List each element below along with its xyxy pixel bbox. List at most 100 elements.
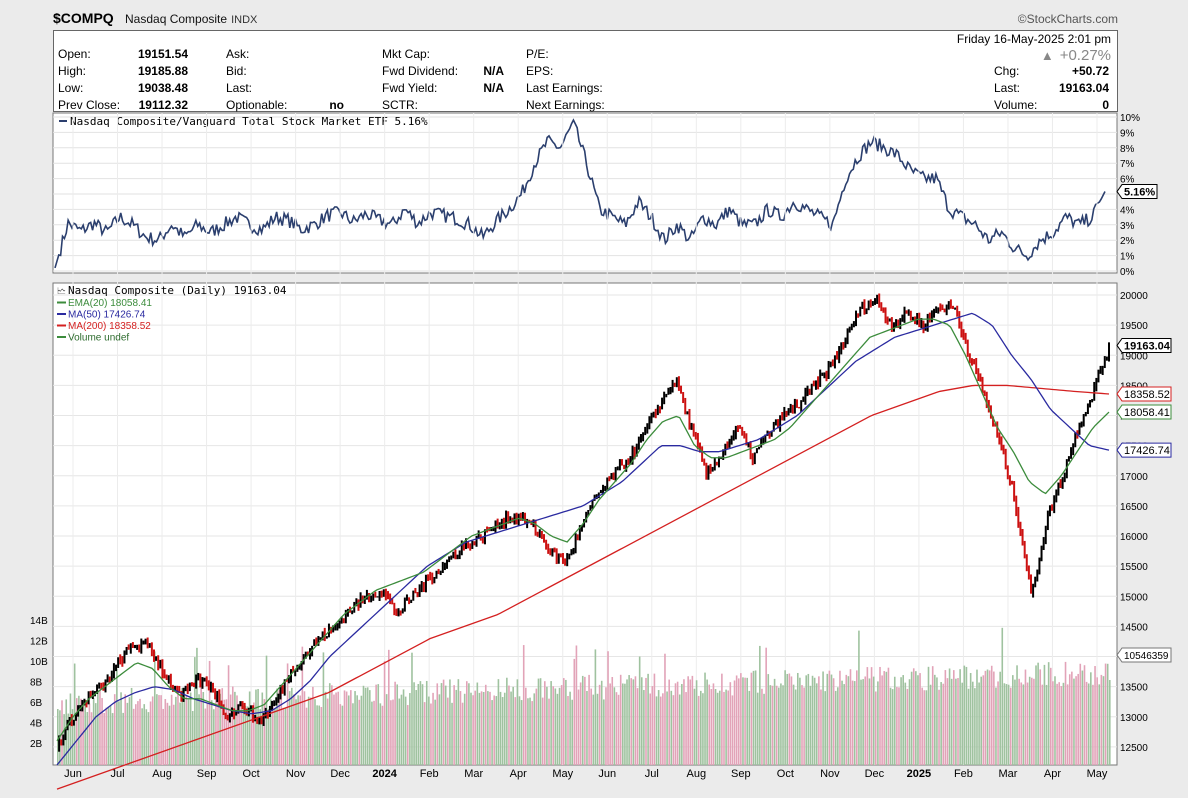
volume-bar: [337, 691, 339, 765]
x-tick-label: 2025: [907, 768, 931, 780]
volume-bar: [364, 687, 367, 765]
volume-bar: [527, 698, 529, 765]
volume-bar: [175, 696, 177, 765]
volume-bar: [301, 646, 304, 765]
volume-bar: [1014, 679, 1016, 765]
quote-label: High:: [58, 64, 87, 78]
volume-bar: [565, 679, 567, 765]
volume-bar: [813, 677, 816, 765]
volume-bar: [151, 696, 154, 765]
volume-bar: [1071, 671, 1073, 765]
volume-bar: [99, 689, 101, 765]
x-tick-label: Dec: [865, 768, 885, 780]
volume-bar: [740, 673, 742, 765]
x-tick-label: Jun: [64, 768, 82, 780]
volume-bar: [619, 674, 622, 765]
volume-bar: [352, 703, 354, 765]
volume-bar: [820, 689, 822, 765]
volume-bar: [472, 695, 474, 765]
quote-label: Low:: [58, 81, 84, 95]
volume-bar: [206, 703, 209, 765]
volume-bar: [967, 688, 970, 765]
volume-bar: [980, 676, 982, 765]
volume-bar: [940, 682, 942, 765]
volume-bar: [944, 670, 947, 765]
volume-y-tick: 2B: [30, 739, 43, 750]
volume-bar: [396, 684, 399, 765]
volume-bar: [105, 707, 108, 765]
volume-bar: [366, 687, 369, 765]
volume-bar: [839, 670, 841, 765]
volume-bar: [571, 699, 574, 765]
volume-bar: [1106, 663, 1109, 765]
quote-value: 19038.48: [137, 81, 188, 95]
volume-bar: [461, 702, 464, 765]
volume-bar: [643, 690, 645, 765]
volume-bar: [676, 681, 679, 765]
quote-value: 19112.32: [138, 98, 188, 112]
volume-bar: [406, 705, 409, 765]
volume-bar: [889, 687, 892, 765]
volume-bar: [75, 698, 78, 765]
volume-bar: [710, 689, 713, 765]
ema20-line: [56, 318, 1110, 742]
volume-bar: [307, 696, 310, 765]
volume-bar: [126, 702, 129, 765]
volume-bar: [185, 695, 188, 765]
volume-bar: [974, 688, 976, 765]
volume-bar: [773, 678, 776, 765]
volume-bar: [381, 705, 384, 765]
stockcharts-logo[interactable]: ©StockCharts.com: [1017, 12, 1118, 26]
volume-y-tick: 4B: [30, 719, 43, 730]
volume-bar: [822, 671, 824, 765]
x-tick-label: Oct: [777, 768, 794, 780]
volume-bar: [297, 695, 299, 765]
volume-bar: [132, 708, 135, 765]
quote-label: Mkt Cap:: [382, 47, 431, 61]
volume-bar: [803, 687, 805, 765]
volume-bar: [548, 698, 550, 765]
volume-bar: [118, 701, 120, 765]
volume-bar: [539, 678, 542, 765]
volume-bar: [234, 691, 236, 765]
volume-bar: [196, 647, 198, 765]
volume-bar: [1102, 676, 1105, 765]
x-tick-label: 2024: [372, 768, 397, 780]
volume-bar: [560, 685, 563, 765]
ticker-symbol[interactable]: $COMPQ: [53, 10, 114, 26]
volume-bar: [189, 692, 192, 765]
volume-bar: [328, 683, 331, 765]
volume-bar: [198, 694, 200, 765]
volume-bar: [748, 690, 751, 765]
volume-bar: [655, 696, 658, 765]
volume-bar: [392, 699, 394, 765]
volume-bar: [592, 694, 595, 765]
volume-bar: [664, 653, 666, 765]
ratio-y-tick: 4%: [1120, 205, 1135, 216]
volume-bar: [700, 690, 702, 765]
volume-bar: [156, 694, 158, 765]
volume-bar: [390, 700, 392, 765]
volume-bar: [923, 690, 926, 765]
volume-bar: [919, 673, 921, 765]
volume-bar: [518, 696, 521, 765]
volume-bar: [320, 706, 323, 765]
volume-bar: [221, 688, 224, 765]
volume-bar: [379, 703, 382, 765]
volume-bar: [862, 679, 864, 765]
x-tick-label: May: [552, 768, 573, 780]
volume-bar: [111, 713, 114, 765]
price-legend-icon: 🗠: [57, 286, 66, 296]
x-tick-label: Sep: [197, 768, 217, 780]
change-percent: ▲ +0.27%: [1041, 47, 1111, 64]
volume-bar: [499, 691, 502, 765]
volume-bar: [284, 707, 287, 765]
volume-bar: [229, 694, 232, 765]
volume-bar: [535, 688, 538, 765]
ratio-y-tick: 2%: [1120, 236, 1135, 247]
volume-bar: [1005, 684, 1008, 765]
volume-bar: [872, 676, 875, 765]
volume-bar: [409, 693, 411, 765]
volume-bar: [666, 691, 668, 765]
price-tag: [1116, 386, 1172, 402]
